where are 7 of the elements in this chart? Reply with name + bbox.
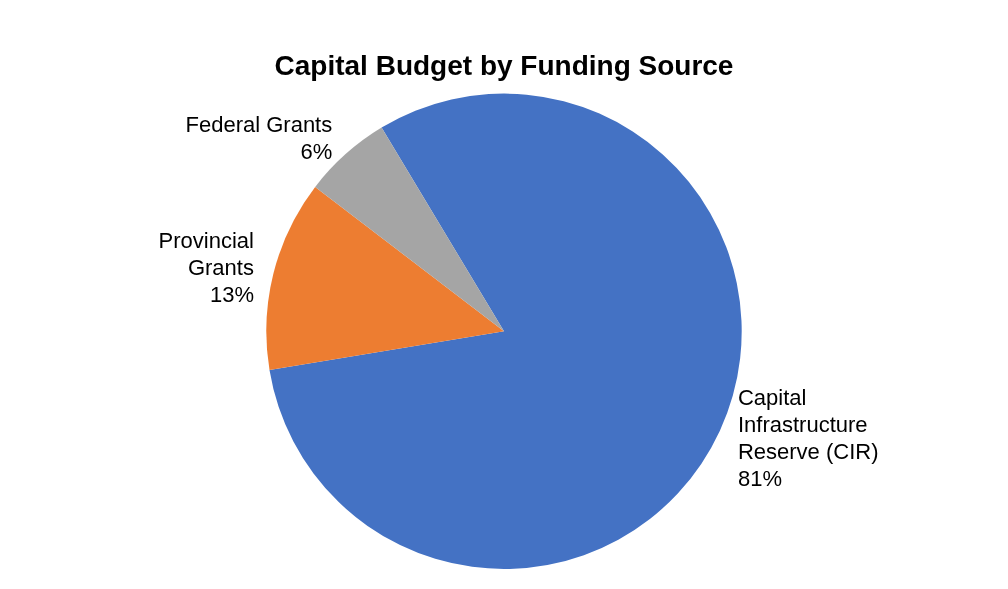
- slice-label: Provincial Grants: [158, 228, 254, 281]
- chart-title: Capital Budget by Funding Source: [274, 49, 734, 81]
- data-label: 6%: [300, 138, 333, 164]
- slice-label: Federal Grants: [185, 111, 333, 137]
- data-label: 81%: [737, 465, 782, 491]
- slice-label: Capital Infrastructure Reserve (CIR): [737, 384, 879, 464]
- data-label: 13%: [209, 282, 254, 308]
